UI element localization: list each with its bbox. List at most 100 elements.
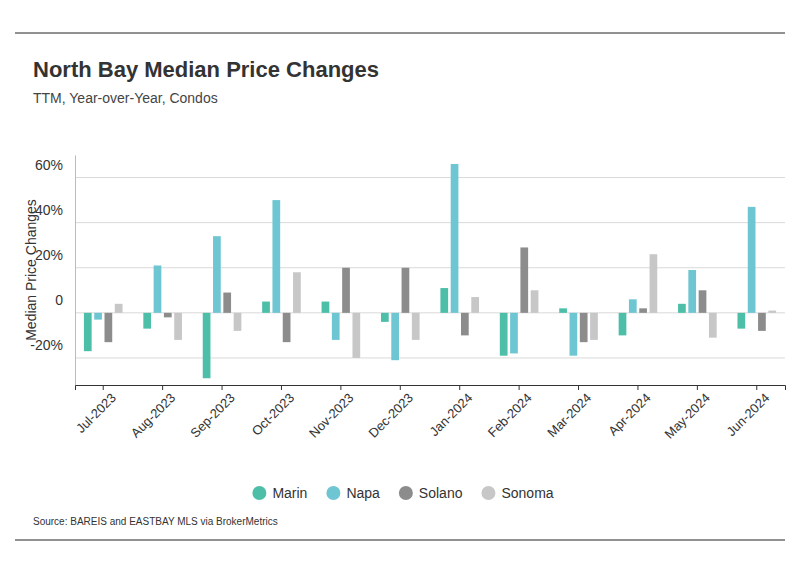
y-tick: 60% [35,157,75,178]
legend-label: Sonoma [501,485,553,501]
bar [223,293,231,313]
x-tick-mark [162,385,163,390]
bar [531,290,539,313]
chart: North Bay Median Price Changes TTM, Year-… [0,0,799,575]
bar [748,207,756,313]
legend-swatch [252,486,266,500]
y-axis-line [75,156,76,386]
bar [758,313,766,331]
y-tick: 20% [35,247,75,268]
x-tick: Sep-2023 [187,385,237,441]
bar [154,265,162,312]
bar [699,290,707,313]
x-tick-mark [222,385,223,390]
subtitle: TTM, Year-over-Year, Condos [33,90,218,106]
bar [262,302,270,313]
x-tick: May-2024 [662,385,713,442]
x-tick-mark [637,385,638,390]
grid-line [75,222,785,223]
series-3 [115,254,776,358]
x-axis-line [76,386,786,391]
x-tick: Jun-2024 [724,385,773,439]
y-tick-label: 40% [35,202,63,218]
bar [639,308,647,313]
x-tick-mark [103,385,104,390]
bar [440,288,448,313]
bar [143,313,151,329]
bar [559,308,567,313]
x-tick: Jan-2024 [426,385,475,439]
bar [709,313,717,338]
bar [234,313,242,331]
bar [402,268,410,313]
legend-item: Solano [399,485,463,501]
y-tick: 0 [55,292,75,313]
bar [629,299,637,313]
x-tick-label: Oct-2023 [249,390,297,438]
legend-item: Marin [252,485,307,501]
x-tick-label: Nov-2023 [306,390,356,440]
bar [272,200,280,313]
bar [322,302,330,313]
bar [391,313,399,360]
x-tick-mark [340,385,341,390]
bottom-rule [15,540,785,541]
series-2 [105,247,766,342]
bar [520,247,528,312]
x-tick-label: Dec-2023 [366,390,416,440]
bar [412,313,420,340]
x-tick-mark [756,385,757,390]
y-axis-title: Median Price Changes [23,199,39,341]
bar [650,254,658,313]
bar [174,313,182,340]
y-tick-label: 20% [35,247,63,263]
x-tick: Dec-2023 [366,385,416,441]
grid [75,178,785,358]
x-tick-mark [519,385,520,390]
x-tick: Aug-2023 [128,385,178,441]
legend-item: Napa [326,485,380,501]
x-tick-label: Apr-2024 [605,390,653,438]
x-tick: Nov-2023 [306,385,356,441]
legend-swatch [481,486,495,500]
x-tick-label: Jan-2024 [426,390,475,439]
bar [768,311,776,313]
x-tick-mark [578,385,579,390]
x-tick: Oct-2023 [249,385,297,439]
bar [580,313,588,342]
legend-label: Marin [272,485,307,501]
y-tick-label: 60% [35,157,63,173]
legend-swatch [326,486,340,500]
bar [332,313,340,340]
bar [115,304,123,313]
x-tick: Mar-2024 [544,385,594,440]
bar [461,313,469,336]
x-tick-mark [281,385,282,390]
legend: Marin Napa Solano Sonoma [252,485,553,501]
bar [619,313,627,336]
x-axis: Jul-2023Aug-2023Sep-2023Oct-2023Nov-2023… [73,385,785,442]
bar [590,313,598,340]
x-tick-label: Jul-2023 [73,390,119,436]
series-1 [94,164,755,360]
legend-label: Napa [346,485,380,501]
legend-item: Sonoma [481,485,553,501]
bar [293,272,301,313]
bar [570,313,578,356]
source: Source: BAREIS and EASTBAY MLS via Broke… [33,516,278,527]
bar [381,313,389,322]
x-tick-label: Jun-2024 [724,390,773,439]
bar [84,313,92,351]
bar [500,313,508,356]
series-0 [84,288,745,378]
x-tick-label: Aug-2023 [128,390,178,440]
bars [84,164,776,378]
bar [94,313,102,320]
grid-line [75,267,785,268]
bar [213,236,221,313]
grid-line [75,177,785,178]
bar [342,268,350,313]
x-tick: Apr-2024 [605,385,653,439]
title: North Bay Median Price Changes [33,57,379,82]
bar [164,313,172,318]
